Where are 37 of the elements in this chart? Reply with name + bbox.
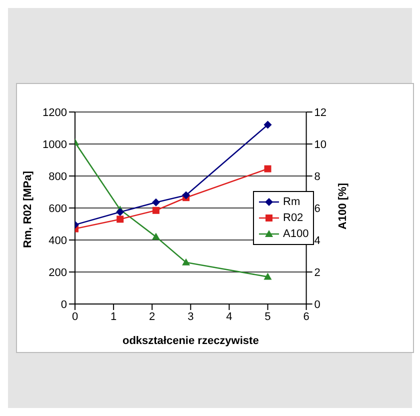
y2-tick-label: 4 — [314, 234, 320, 247]
y-tick-label: 0 — [60, 298, 67, 311]
point — [116, 208, 124, 216]
legend-label: A100 — [283, 228, 309, 240]
legend-label: R02 — [283, 212, 304, 224]
point — [152, 232, 160, 240]
y2-tick-label: 0 — [314, 298, 320, 311]
y-tick-label: 600 — [48, 202, 67, 215]
x-tick-label: 6 — [303, 310, 310, 323]
y-tick-label: 1200 — [42, 106, 67, 119]
y2-tick-label: 2 — [314, 266, 320, 279]
x-axis-title: odkształcenie rzeczywiste — [122, 335, 259, 347]
x-tick-label: 0 — [72, 310, 78, 323]
point — [152, 206, 160, 214]
point — [182, 258, 190, 266]
y-tick-label: 400 — [48, 234, 67, 247]
x-tick-label: 1 — [110, 310, 117, 323]
point — [264, 272, 272, 280]
point — [264, 165, 272, 172]
y-tick-label: 800 — [48, 170, 67, 183]
x-tick-label: 3 — [188, 310, 194, 323]
y-axis-title: Rm, R02 [MPa] — [22, 170, 34, 248]
x-tick-label: 5 — [264, 310, 271, 323]
y2-tick-label: 8 — [314, 170, 320, 183]
point — [116, 216, 124, 223]
y2-tick-label: 12 — [314, 106, 327, 119]
y-tick-label: 200 — [48, 266, 67, 279]
x-tick-label: 2 — [149, 310, 156, 323]
y2-axis-title: A100 [%] — [337, 182, 350, 230]
point — [152, 198, 160, 206]
y-tick-label: 1000 — [42, 138, 67, 151]
x-tick-label: 4 — [226, 310, 232, 323]
y2-tick-label: 6 — [314, 202, 320, 215]
legend-label: Rm — [283, 196, 300, 208]
point — [182, 191, 190, 200]
y2-tick-label: 10 — [314, 138, 327, 151]
point — [264, 120, 272, 129]
